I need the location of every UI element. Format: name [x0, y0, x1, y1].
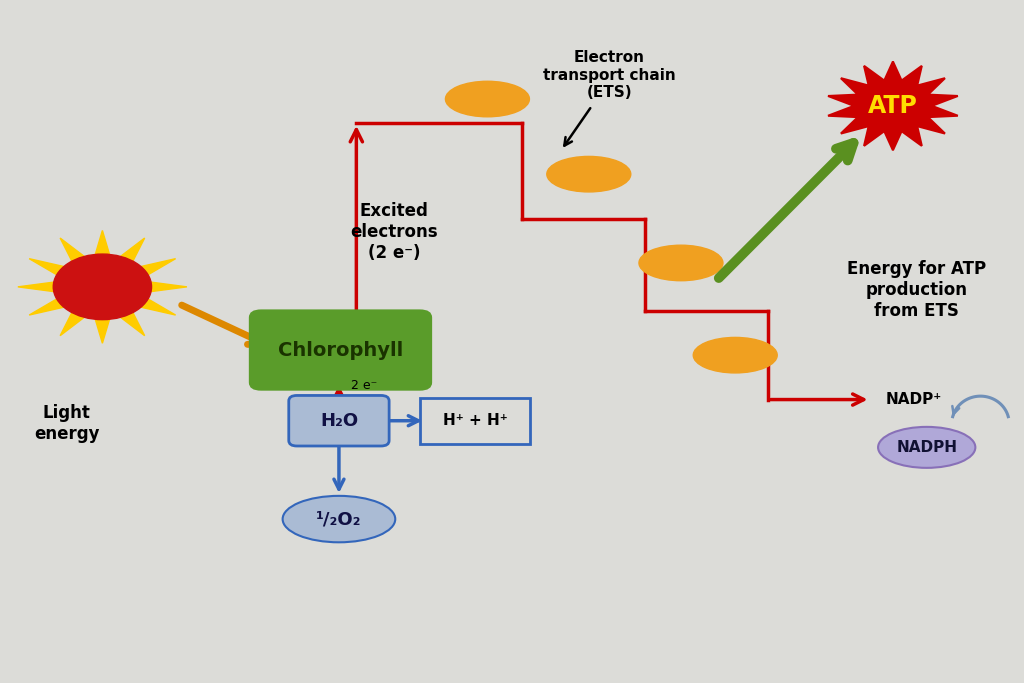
- Polygon shape: [17, 281, 59, 292]
- Text: ¹/₂O₂: ¹/₂O₂: [316, 510, 361, 528]
- Polygon shape: [828, 61, 957, 150]
- Text: Electron
transport chain
(ETS): Electron transport chain (ETS): [543, 51, 676, 100]
- Polygon shape: [60, 309, 88, 335]
- Polygon shape: [117, 309, 144, 335]
- Polygon shape: [136, 259, 175, 277]
- Polygon shape: [60, 238, 88, 264]
- Text: NADPH: NADPH: [896, 440, 957, 455]
- Ellipse shape: [547, 156, 631, 192]
- Ellipse shape: [879, 427, 976, 468]
- Ellipse shape: [445, 81, 529, 117]
- Text: Chlorophyll: Chlorophyll: [278, 341, 403, 359]
- Text: NADP⁺: NADP⁺: [886, 392, 942, 407]
- FancyBboxPatch shape: [249, 309, 432, 391]
- Polygon shape: [30, 296, 69, 315]
- Polygon shape: [30, 259, 69, 277]
- Polygon shape: [117, 238, 144, 264]
- FancyBboxPatch shape: [289, 395, 389, 446]
- Text: ATP: ATP: [868, 94, 918, 118]
- Text: H⁺ + H⁺: H⁺ + H⁺: [442, 413, 508, 428]
- Text: Energy for ATP
production
from ETS: Energy for ATP production from ETS: [847, 260, 986, 320]
- Polygon shape: [94, 230, 111, 258]
- Text: H₂O: H₂O: [319, 412, 358, 430]
- Polygon shape: [145, 281, 187, 292]
- Text: Excited
electrons
(2 e⁻): Excited electrons (2 e⁻): [350, 202, 438, 262]
- Polygon shape: [136, 296, 175, 315]
- Polygon shape: [94, 316, 111, 344]
- Circle shape: [53, 254, 152, 320]
- Ellipse shape: [639, 245, 723, 281]
- Text: Light
energy: Light energy: [34, 404, 99, 443]
- Ellipse shape: [693, 337, 777, 373]
- Ellipse shape: [283, 496, 395, 542]
- Text: 2 e⁻: 2 e⁻: [351, 379, 378, 393]
